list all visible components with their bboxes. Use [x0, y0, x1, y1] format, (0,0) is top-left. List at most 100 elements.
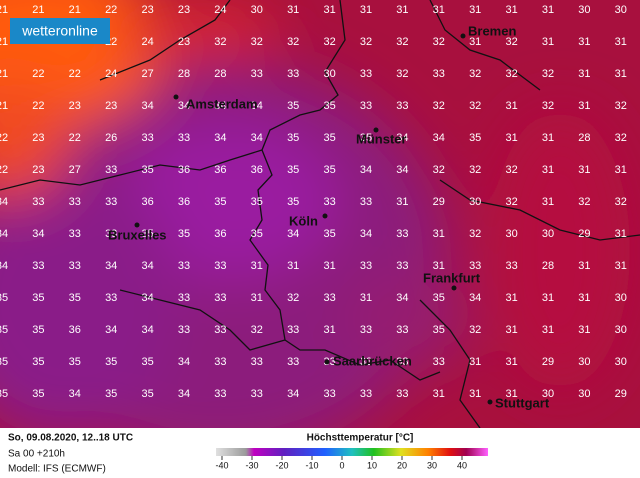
grid-value: 32	[505, 36, 517, 48]
grid-value: 31	[433, 388, 445, 400]
grid-value: 32	[469, 68, 481, 80]
grid-value: 26	[105, 132, 117, 144]
city-dot	[322, 213, 328, 219]
grid-value: 23	[32, 164, 44, 176]
grid-value: 23	[178, 4, 190, 16]
legend-tick-label: 30	[427, 460, 437, 470]
grid-value: 35	[469, 132, 481, 144]
city-name: Frankfurt	[423, 270, 481, 285]
grid-value: 31	[615, 164, 627, 176]
city-dot	[324, 359, 330, 365]
grid-value: 30	[615, 324, 627, 336]
grid-value: 35	[251, 196, 263, 208]
grid-value: 33	[287, 324, 299, 336]
grid-value: 30	[542, 388, 554, 400]
grid-value: 32	[287, 36, 299, 48]
grid-value: 31	[323, 260, 335, 272]
grid-value: 33	[505, 260, 517, 272]
grid-value: 34	[0, 260, 8, 272]
grid-value: 34	[141, 292, 153, 304]
grid-value: 30	[542, 228, 554, 240]
grid-value: 35	[323, 164, 335, 176]
grid-value: 32	[578, 196, 590, 208]
city-dot	[451, 285, 457, 291]
grid-value: 33	[251, 68, 263, 80]
grid-value: 22	[69, 132, 81, 144]
grid-value: 36	[214, 228, 226, 240]
legend-tick-label: -20	[275, 460, 288, 470]
grid-value: 36	[251, 164, 263, 176]
legend-tick-label: 20	[397, 460, 407, 470]
grid-value: 23	[141, 4, 153, 16]
grid-value: 30	[469, 196, 481, 208]
grid-value: 34	[69, 388, 81, 400]
grid-value: 23	[32, 132, 44, 144]
grid-value: 33	[69, 260, 81, 272]
grid-value: 35	[287, 164, 299, 176]
grid-value: 28	[178, 68, 190, 80]
grid-value: 31	[578, 324, 590, 336]
grid-value: 31	[433, 228, 445, 240]
grid-value: 34	[360, 164, 372, 176]
grid-value: 30	[251, 4, 263, 16]
grid-value: 33	[396, 324, 408, 336]
city-dot	[134, 222, 140, 228]
grid-value: 31	[505, 388, 517, 400]
grid-value: 33	[178, 132, 190, 144]
grid-value: 28	[214, 68, 226, 80]
grid-value: 33	[360, 356, 372, 368]
grid-value: 33	[178, 292, 190, 304]
grid-value: 31	[505, 132, 517, 144]
grid-value: 33	[214, 324, 226, 336]
grid-value: 33	[323, 388, 335, 400]
grid-value: 31	[251, 260, 263, 272]
grid-value: 36	[141, 196, 153, 208]
grid-value: 33	[214, 388, 226, 400]
grid-value: 34	[360, 228, 372, 240]
grid-value: 34	[214, 132, 226, 144]
grid-value: 35	[323, 228, 335, 240]
grid-value: 34	[287, 228, 299, 240]
grid-value: 33	[396, 356, 408, 368]
grid-value: 32	[615, 100, 627, 112]
grid-value: 24	[141, 36, 153, 48]
grid-value: 33	[323, 292, 335, 304]
grid-value: 34	[178, 388, 190, 400]
grid-value: 23	[178, 36, 190, 48]
city-name: Köln	[289, 213, 318, 228]
grid-value: 31	[578, 100, 590, 112]
grid-value: 31	[542, 292, 554, 304]
grid-value: 33	[396, 388, 408, 400]
grid-value: 32	[214, 36, 226, 48]
grid-value: 33	[396, 260, 408, 272]
grid-value: 22	[32, 68, 44, 80]
grid-value: 21	[0, 100, 8, 112]
grid-value: 35	[105, 356, 117, 368]
grid-value: 30	[578, 388, 590, 400]
city-dot	[487, 399, 493, 405]
grid-value: 34	[105, 324, 117, 336]
grid-value: 34	[178, 356, 190, 368]
city-name: Saarbrücken	[333, 353, 412, 368]
grid-value: 33	[287, 356, 299, 368]
grid-value: 22	[105, 4, 117, 16]
grid-value: 31	[469, 388, 481, 400]
grid-value: 35	[287, 196, 299, 208]
grid-value: 33	[323, 356, 335, 368]
grid-value: 21	[0, 68, 8, 80]
legend-tick-label: 0	[339, 460, 344, 470]
grid-value: 32	[469, 100, 481, 112]
grid-value: 28	[542, 260, 554, 272]
grid-value: 32	[287, 292, 299, 304]
grid-value: 33	[105, 292, 117, 304]
grid-value: 31	[505, 292, 517, 304]
grid-value: 31	[360, 292, 372, 304]
grid-value: 35	[141, 228, 153, 240]
city-name: Amsterdam	[186, 96, 258, 111]
grid-value: 36	[214, 164, 226, 176]
grid-value: 32	[505, 196, 517, 208]
legend-tick-label: -30	[245, 460, 258, 470]
grid-value: 35	[287, 100, 299, 112]
grid-value: 32	[433, 36, 445, 48]
grid-value: 33	[287, 68, 299, 80]
